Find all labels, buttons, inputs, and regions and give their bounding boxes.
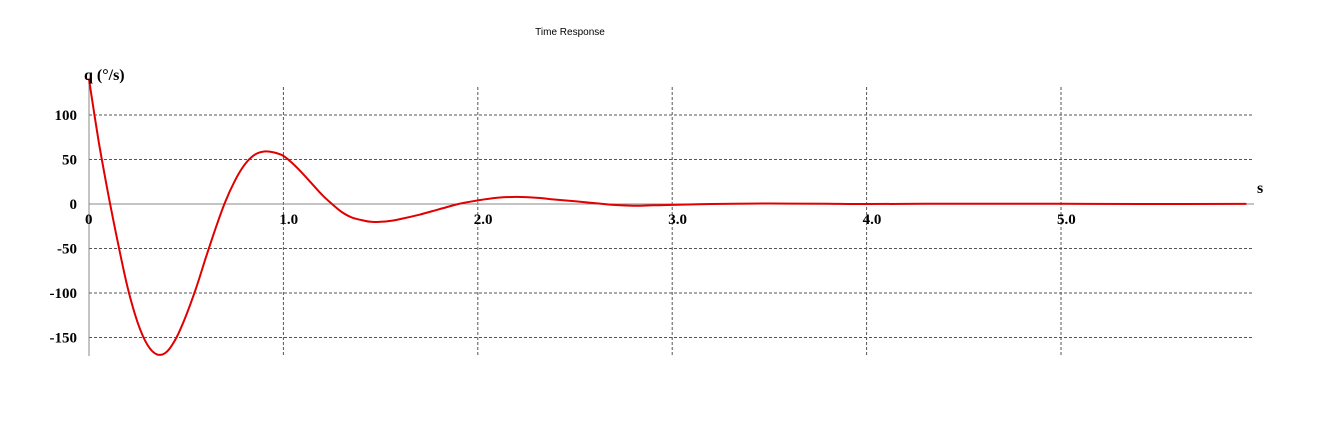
y-axis-label: q (°/s) bbox=[84, 67, 125, 84]
series bbox=[88, 78, 1247, 356]
y-tick-label: -100 bbox=[50, 286, 78, 302]
x-tick-label: 0 bbox=[85, 212, 93, 228]
y-tick-label: -150 bbox=[50, 331, 78, 347]
grid bbox=[89, 87, 1254, 356]
x-tick-label: 5.0 bbox=[1057, 212, 1076, 228]
x-axis-label: s bbox=[1257, 180, 1263, 197]
y-tick-label: 100 bbox=[55, 108, 78, 124]
x-tick-label: 3.0 bbox=[668, 212, 687, 228]
y-tick-label: -50 bbox=[57, 242, 77, 258]
x-tick-label: 2.0 bbox=[474, 212, 493, 228]
series-line bbox=[88, 78, 1247, 356]
y-tick-label: 0 bbox=[70, 197, 78, 213]
x-tick-label: 1.0 bbox=[279, 212, 298, 228]
y-tick-label: 50 bbox=[62, 153, 77, 169]
chart-title: Time Response bbox=[535, 27, 605, 38]
x-tick-label: 4.0 bbox=[863, 212, 882, 228]
tick-labels: 100 50 0 -50 -100 -150 0 1.0 2.0 3.0 4.0 5.0 bbox=[50, 108, 1076, 347]
